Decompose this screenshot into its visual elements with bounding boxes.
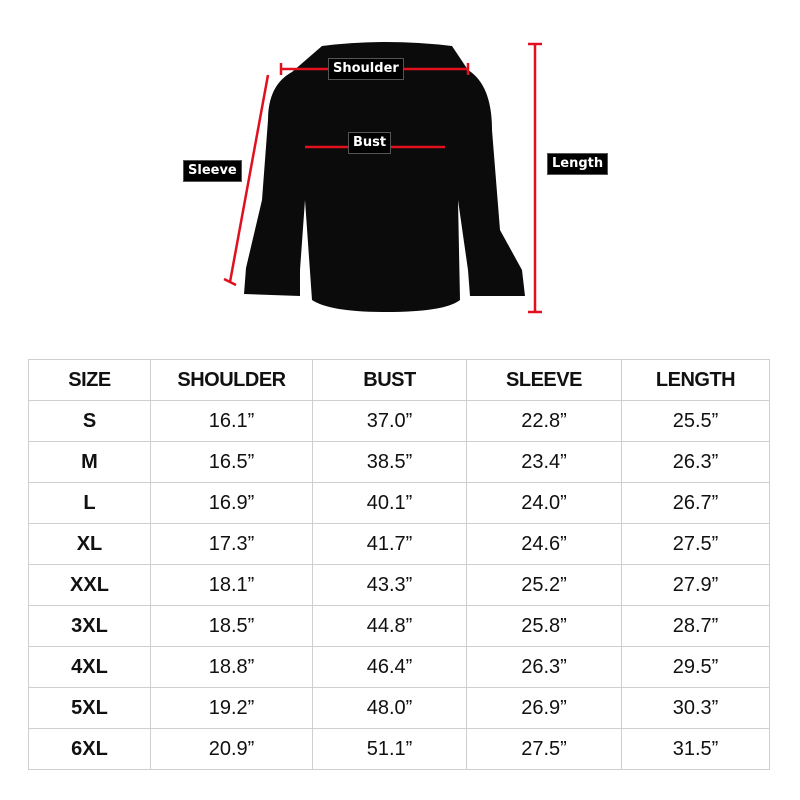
measurement-cell: 51.1” bbox=[312, 728, 467, 770]
measurement-cell: 38.5” bbox=[312, 441, 467, 483]
length-label: Length bbox=[547, 153, 609, 175]
measurement-cell: 28.7” bbox=[621, 605, 770, 647]
bust-label: Bust bbox=[348, 132, 392, 154]
measurement-cell: 18.5” bbox=[150, 605, 313, 647]
measurement-cell: 18.1” bbox=[150, 564, 313, 606]
measurement-cell: 25.2” bbox=[466, 564, 622, 606]
measurement-cell: 41.7” bbox=[312, 523, 467, 565]
size-cell: 6XL bbox=[28, 728, 151, 770]
size-cell: S bbox=[28, 400, 151, 442]
measurement-cell: 26.3” bbox=[621, 441, 770, 483]
table-header-row: SIZE SHOULDER BUST SLEEVE LENGTH bbox=[28, 359, 770, 401]
sweater-shape bbox=[244, 42, 525, 312]
size-chart-table: SIZE SHOULDER BUST SLEEVE LENGTH S 16.1” 37.0”… bbox=[28, 359, 770, 770]
measurement-cell: 37.0” bbox=[312, 400, 467, 442]
measurement-cell: 26.3” bbox=[466, 646, 622, 688]
table-row: L 16.9” 40.1” 24.0” 26.7” bbox=[28, 482, 770, 524]
measurement-cell: 44.8” bbox=[312, 605, 467, 647]
measurement-cell: 26.7” bbox=[621, 482, 770, 524]
column-header-size: SIZE bbox=[28, 359, 151, 401]
size-cell: 5XL bbox=[28, 687, 151, 729]
measurement-cell: 31.5” bbox=[621, 728, 770, 770]
size-cell: 3XL bbox=[28, 605, 151, 647]
sleeve-label: Sleeve bbox=[183, 160, 242, 182]
measurement-cell: 29.5” bbox=[621, 646, 770, 688]
measurement-cell: 46.4” bbox=[312, 646, 467, 688]
table-row: 6XL 20.9” 51.1” 27.5” 31.5” bbox=[28, 728, 770, 770]
size-cell: L bbox=[28, 482, 151, 524]
size-cell: XXL bbox=[28, 564, 151, 606]
measurement-cell: 30.3” bbox=[621, 687, 770, 729]
measurement-cell: 16.9” bbox=[150, 482, 313, 524]
table-row: XL 17.3” 41.7” 24.6” 27.5” bbox=[28, 523, 770, 565]
measurement-cell: 22.8” bbox=[466, 400, 622, 442]
table-row: S 16.1” 37.0” 22.8” 25.5” bbox=[28, 400, 770, 442]
sweater-illustration bbox=[223, 42, 542, 314]
measurement-cell: 20.9” bbox=[150, 728, 313, 770]
shoulder-label: Shoulder bbox=[328, 58, 404, 80]
table-row: 4XL 18.8” 46.4” 26.3” 29.5” bbox=[28, 646, 770, 688]
size-cell: M bbox=[28, 441, 151, 483]
measurement-cell: 40.1” bbox=[312, 482, 467, 524]
column-header-bust: BUST bbox=[312, 359, 467, 401]
measurement-cell: 24.6” bbox=[466, 523, 622, 565]
measurement-cell: 19.2” bbox=[150, 687, 313, 729]
measurement-cell: 25.8” bbox=[466, 605, 622, 647]
table-row: 3XL 18.5” 44.8” 25.8” 28.7” bbox=[28, 605, 770, 647]
table-row: M 16.5” 38.5” 23.4” 26.3” bbox=[28, 441, 770, 483]
measurement-cell: 24.0” bbox=[466, 482, 622, 524]
sweater-measurement-diagram: Shoulder Bust Sleeve Length bbox=[0, 0, 800, 340]
sleeve-line bbox=[228, 74, 270, 283]
measurement-cell: 16.1” bbox=[150, 400, 313, 442]
column-header-shoulder: SHOULDER bbox=[150, 359, 313, 401]
measurement-cell: 17.3” bbox=[150, 523, 313, 565]
measurement-cell: 16.5” bbox=[150, 441, 313, 483]
measurement-cell: 43.3” bbox=[312, 564, 467, 606]
table-row: XXL 18.1” 43.3” 25.2” 27.9” bbox=[28, 564, 770, 606]
measurement-cell: 26.9” bbox=[466, 687, 622, 729]
column-header-sleeve: SLEEVE bbox=[466, 359, 622, 401]
measurement-cell: 23.4” bbox=[466, 441, 622, 483]
measurement-cell: 27.5” bbox=[621, 523, 770, 565]
column-header-length: LENGTH bbox=[621, 359, 770, 401]
table-row: 5XL 19.2” 48.0” 26.9” 30.3” bbox=[28, 687, 770, 729]
size-cell: XL bbox=[28, 523, 151, 565]
measurement-cell: 27.9” bbox=[621, 564, 770, 606]
measurement-cell: 48.0” bbox=[312, 687, 467, 729]
measurement-cell: 18.8” bbox=[150, 646, 313, 688]
measurement-cell: 25.5” bbox=[621, 400, 770, 442]
size-cell: 4XL bbox=[28, 646, 151, 688]
measurement-cell: 27.5” bbox=[466, 728, 622, 770]
